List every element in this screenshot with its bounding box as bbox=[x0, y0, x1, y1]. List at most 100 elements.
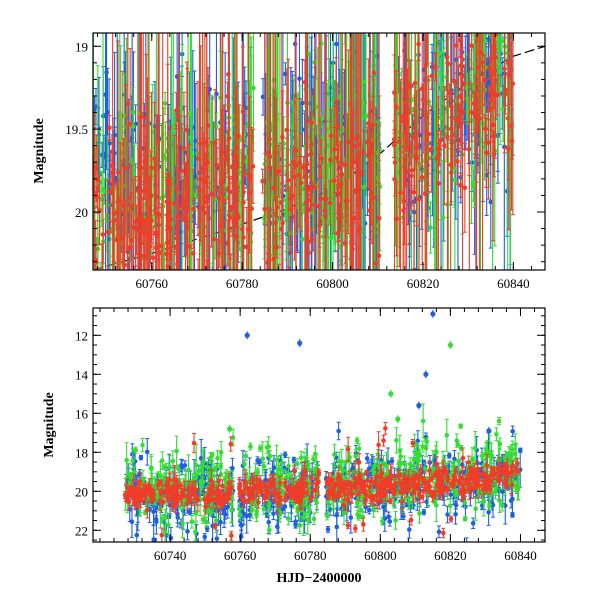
data-point bbox=[135, 188, 141, 193]
data-point bbox=[198, 176, 203, 182]
data-point bbox=[125, 101, 131, 106]
data-point bbox=[145, 175, 151, 180]
data-point bbox=[223, 156, 228, 162]
data-point bbox=[328, 157, 333, 163]
data-point bbox=[400, 118, 406, 124]
data-point bbox=[298, 180, 304, 186]
data-point bbox=[171, 124, 176, 129]
data-point bbox=[95, 177, 101, 183]
data-point bbox=[466, 146, 472, 152]
data-point bbox=[104, 70, 109, 75]
data-point bbox=[351, 143, 357, 149]
data-point bbox=[447, 90, 452, 95]
data-point bbox=[361, 150, 366, 155]
top-plot-area bbox=[93, 4, 545, 300]
data-point bbox=[115, 170, 121, 175]
data-point bbox=[129, 203, 135, 209]
data-point bbox=[302, 79, 308, 85]
data-point bbox=[469, 110, 474, 115]
data-point bbox=[292, 41, 298, 47]
data-point bbox=[95, 240, 101, 246]
bottom-panel: 60740 60760 60780 60800 60820 608401214161820… bbox=[42, 307, 546, 586]
data-point bbox=[438, 71, 444, 76]
data-point bbox=[234, 234, 240, 239]
data-point bbox=[365, 139, 370, 145]
data-point bbox=[127, 278, 132, 283]
data-point bbox=[174, 235, 179, 241]
data-point bbox=[226, 72, 231, 77]
data-point bbox=[139, 188, 144, 194]
data-point bbox=[100, 186, 106, 192]
data-point bbox=[138, 228, 143, 234]
data-point bbox=[452, 166, 457, 171]
data-point bbox=[283, 213, 289, 219]
data-point bbox=[343, 27, 348, 32]
data-point bbox=[292, 174, 297, 180]
data-point bbox=[250, 164, 256, 169]
data-point bbox=[482, 27, 487, 32]
data-point bbox=[482, 77, 488, 83]
data-point bbox=[142, 253, 147, 259]
data-point bbox=[480, 60, 485, 65]
data-point bbox=[285, 177, 291, 183]
data-point bbox=[189, 154, 195, 159]
data-point bbox=[432, 195, 438, 201]
data-point bbox=[328, 133, 334, 139]
data-point bbox=[342, 162, 348, 168]
data-point bbox=[323, 196, 329, 202]
data-point bbox=[438, 138, 444, 143]
data-point bbox=[475, 27, 480, 32]
data-point bbox=[451, 4, 456, 9]
top-y-tick-label: 20 bbox=[75, 205, 88, 220]
data-point bbox=[426, 99, 432, 105]
data-point bbox=[194, 151, 200, 156]
data-point bbox=[462, 81, 467, 86]
data-point bbox=[131, 224, 136, 230]
data-point bbox=[114, 237, 120, 243]
data-point bbox=[157, 251, 162, 256]
data-point bbox=[502, 91, 508, 97]
red-series bbox=[93, 6, 516, 300]
data-point bbox=[219, 149, 225, 155]
data-point bbox=[164, 199, 170, 205]
data-point bbox=[467, 6, 472, 11]
data-point bbox=[486, 37, 491, 43]
data-point bbox=[471, 181, 477, 186]
data-point bbox=[419, 86, 425, 91]
data-point bbox=[226, 186, 231, 191]
data-point bbox=[149, 165, 154, 171]
data-point bbox=[236, 133, 241, 139]
data-point bbox=[265, 150, 271, 156]
data-point bbox=[344, 198, 350, 203]
data-point bbox=[127, 121, 133, 127]
data-point bbox=[510, 81, 516, 86]
data-point bbox=[171, 201, 177, 206]
data-point bbox=[100, 295, 105, 300]
data-point bbox=[412, 119, 418, 125]
data-point bbox=[487, 66, 492, 71]
data-point bbox=[368, 192, 374, 197]
data-point bbox=[192, 193, 198, 198]
top-x-tick-label: 60840 bbox=[497, 276, 530, 291]
data-point bbox=[402, 157, 408, 163]
data-point bbox=[239, 226, 245, 232]
data-point bbox=[350, 246, 355, 252]
top-x-tick-label: 60800 bbox=[316, 276, 349, 291]
data-point bbox=[216, 251, 221, 256]
data-point bbox=[424, 137, 430, 142]
data-point bbox=[107, 140, 112, 146]
data-point bbox=[108, 189, 114, 194]
data-point bbox=[133, 219, 139, 224]
data-point bbox=[451, 79, 457, 84]
data-point bbox=[505, 60, 511, 66]
data-point bbox=[363, 113, 369, 119]
data-point bbox=[309, 120, 314, 125]
data-point bbox=[197, 187, 202, 193]
data-point bbox=[456, 106, 461, 111]
data-point bbox=[97, 207, 102, 213]
data-point bbox=[354, 136, 359, 141]
data-point bbox=[167, 181, 173, 187]
data-point bbox=[351, 215, 357, 221]
top-axis-ticks: 60760 60780 60800 60820 60840 19 19.5 20 bbox=[65, 33, 545, 291]
data-point bbox=[285, 100, 290, 106]
